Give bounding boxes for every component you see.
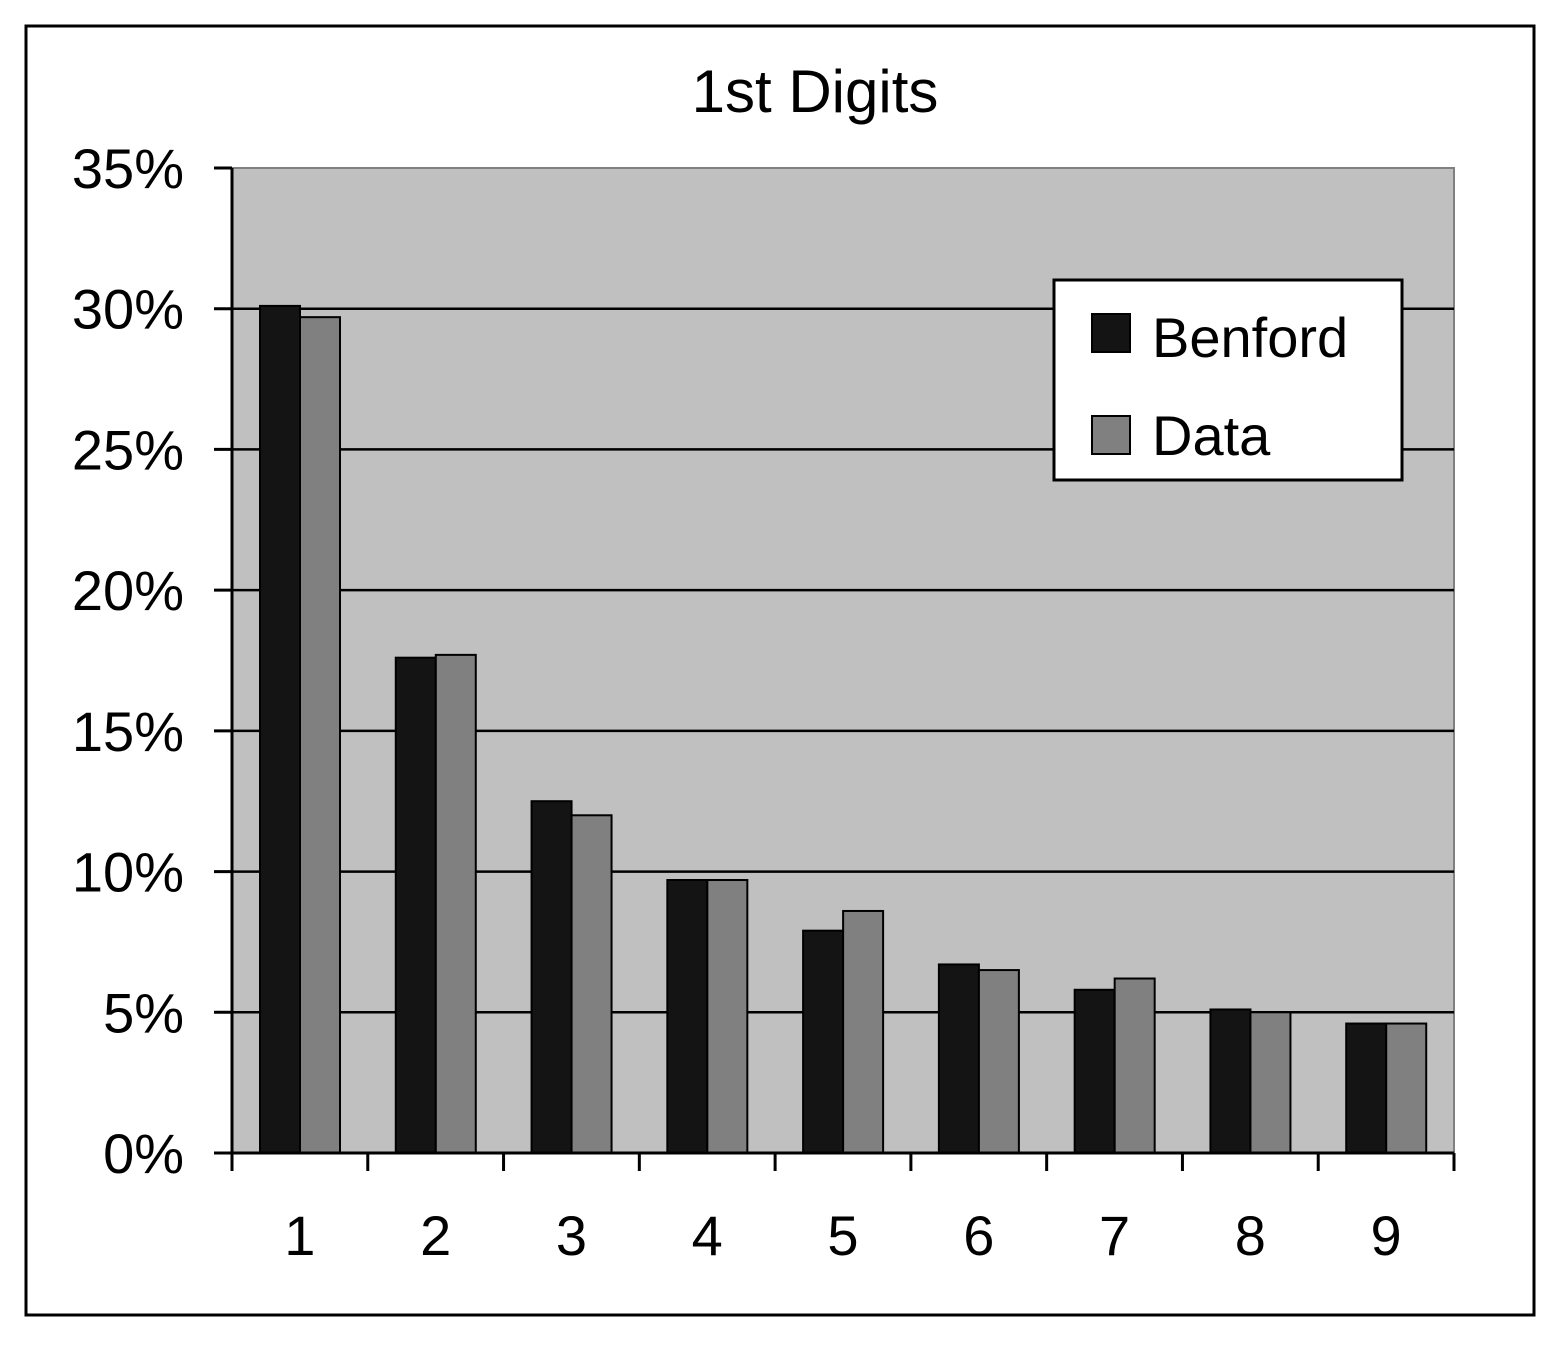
x-tick-label: 4 <box>692 1204 723 1267</box>
legend-label-benford: Benford <box>1152 306 1348 369</box>
y-tick-label: 10% <box>72 841 184 904</box>
bar-benford-8 <box>1209 1008 1252 1154</box>
y-tick-label: 0% <box>103 1122 184 1185</box>
x-tick-label: 2 <box>420 1204 451 1267</box>
bar-benford-9 <box>1345 1022 1388 1154</box>
bar-benford-6 <box>937 963 980 1155</box>
x-tick-label: 6 <box>963 1204 994 1267</box>
y-tick-label: 35% <box>72 137 184 200</box>
y-tick-label: 25% <box>72 418 184 481</box>
x-tick-label: 1 <box>284 1204 315 1267</box>
x-tick-labels: 1 2 3 4 5 6 7 8 9 <box>284 1204 1401 1267</box>
chart-title: 1st Digits <box>692 58 939 125</box>
y-tick-label: 30% <box>72 278 184 341</box>
legend: Benford Data <box>1052 278 1404 482</box>
bar-benford-4 <box>666 879 709 1154</box>
y-tick-labels: 0% 5% 10% 15% 20% 25% 30% 35% <box>72 137 184 1185</box>
x-tick-label: 8 <box>1235 1204 1266 1267</box>
bar-benford-5 <box>802 929 845 1155</box>
bar-data-9 <box>1385 1022 1428 1154</box>
y-tick-label: 5% <box>103 981 184 1044</box>
legend-label-data: Data <box>1152 404 1271 467</box>
legend-swatch-benford <box>1091 313 1131 353</box>
bar-data-2 <box>434 653 477 1154</box>
bar-benford-2 <box>394 656 437 1155</box>
y-tick-label: 20% <box>72 559 184 622</box>
bar-data-3 <box>570 814 613 1154</box>
x-tick-label: 5 <box>827 1204 858 1267</box>
y-tick-label: 15% <box>72 700 184 763</box>
legend-swatch-data <box>1091 415 1131 455</box>
bar-data-8 <box>1249 1011 1292 1154</box>
bar-data-6 <box>977 969 1020 1154</box>
axes <box>214 166 1456 1171</box>
bar-benford-1 <box>259 304 301 1154</box>
bar-data-4 <box>706 879 749 1154</box>
x-tick-label: 9 <box>1371 1204 1402 1267</box>
bar-data-7 <box>1113 977 1156 1154</box>
x-tick-label: 7 <box>1099 1204 1130 1267</box>
bar-data-1 <box>299 316 341 1154</box>
bar-benford-3 <box>530 800 573 1154</box>
bars <box>259 304 1428 1155</box>
bar-benford-7 <box>1073 988 1116 1154</box>
bar-data-5 <box>842 909 885 1154</box>
x-tick-label: 3 <box>556 1204 587 1267</box>
